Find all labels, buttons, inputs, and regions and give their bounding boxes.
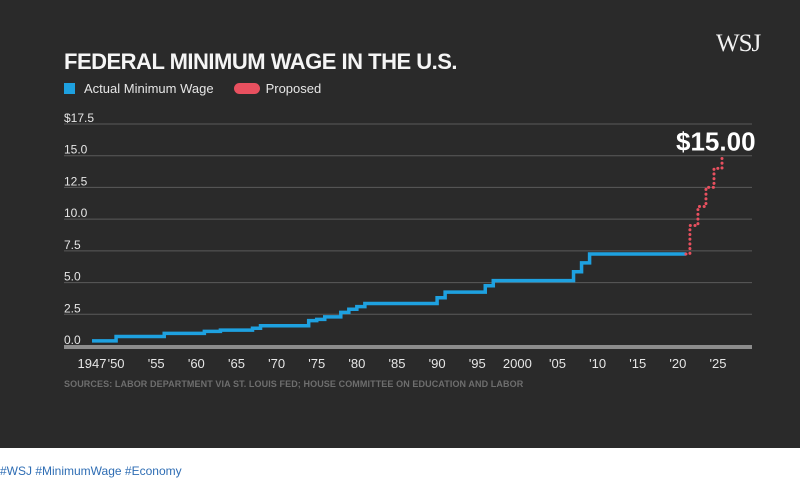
x-tick-label-13: '10 (589, 356, 606, 371)
x-tick-label-1: '50 (108, 356, 125, 371)
chart-title: FEDERAL MINIMUM WAGE IN THE U.S. (64, 49, 458, 74)
line-chart: $17.5 15.0 12.5 10.0 7.5 5.0 2.5 0.0 1947'50 '55 '… (64, 111, 756, 371)
x-tick-label-7: '80 (348, 356, 365, 371)
x-tick-label-12: '05 (549, 356, 566, 371)
x-tick-label-4: '65 (228, 356, 245, 371)
x-tick-label-11: 2000 (503, 356, 532, 371)
y-tick-label-1: 15.0 (64, 143, 88, 157)
legend-label-actual: Actual Minimum Wage (84, 80, 214, 96)
legend-swatch-proposed (233, 82, 260, 94)
x-tick-label-15: '20 (669, 356, 686, 371)
y-tick-label-2: 12.5 (64, 174, 88, 188)
x-tick-label-0: 1947 (78, 356, 107, 371)
x-tick-label-5: '70 (268, 356, 285, 371)
x-tick-label-3: '60 (188, 356, 205, 371)
x-tick-label-16: '25 (710, 356, 727, 371)
legend-swatch-actual (64, 82, 75, 94)
y-tick-label-4: 7.5 (64, 238, 81, 252)
x-tick-label-8: '85 (388, 356, 405, 371)
y-tick-label-7: 0.0 (64, 333, 81, 347)
y-tick-label-3: 10.0 (64, 206, 88, 220)
x-tick-label-9: '90 (429, 356, 446, 371)
y-tick-label-0: $17.5 (64, 111, 94, 125)
hashtags[interactable]: #WSJ #MinimumWage #Economy (0, 464, 182, 478)
x-tick-label-14: '15 (629, 356, 646, 371)
y-tick-label-6: 2.5 (64, 301, 81, 315)
y-tick-label-5: 5.0 (64, 270, 81, 284)
annotation-15-dollars: $15.00 (676, 127, 756, 157)
x-tick-label-2: '55 (148, 356, 165, 371)
chart-graphic: WSJ FEDERAL MINIMUM WAGE IN THE U.S. Act… (0, 0, 800, 448)
legend-label-proposed: Proposed (265, 80, 322, 96)
series-proposed-line (684, 154, 724, 256)
x-tick-label-6: '75 (308, 356, 325, 371)
series-actual-line (92, 252, 686, 343)
source-note: SOURCES: LABOR DEPARTMENT VIA ST. LOUIS … (64, 379, 524, 389)
wsj-logo: WSJ (716, 30, 761, 57)
x-tick-label-10: '95 (469, 356, 486, 371)
legend: Actual Minimum Wage Proposed (64, 80, 321, 96)
